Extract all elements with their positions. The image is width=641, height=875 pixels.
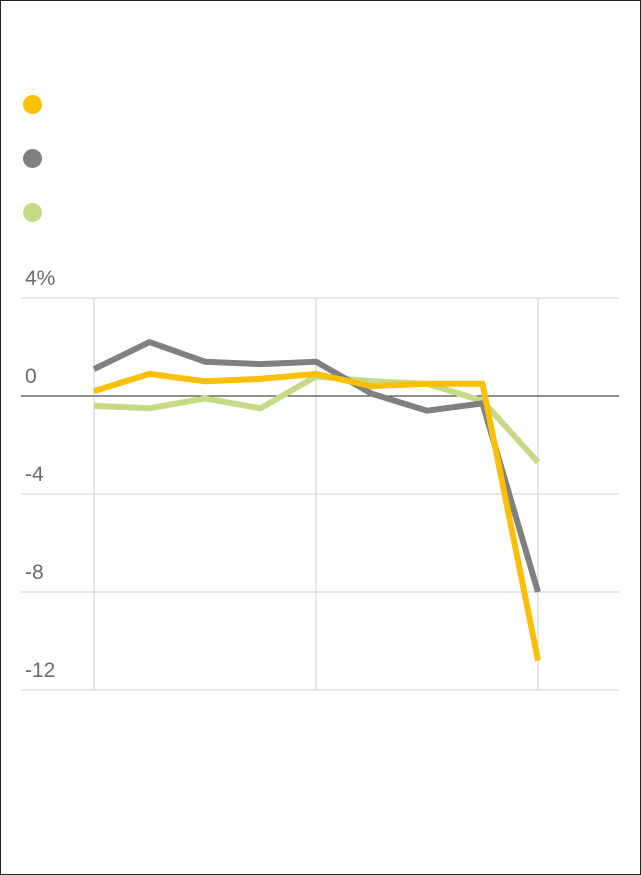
legend-item xyxy=(23,131,54,185)
legend-marker-series-1 xyxy=(23,94,42,114)
legend xyxy=(23,77,54,239)
legend-marker-series-3 xyxy=(23,202,42,222)
y-tick-label: -4 xyxy=(25,463,44,486)
legend-item xyxy=(23,77,54,131)
legend-marker-series-2 xyxy=(23,148,42,168)
y-tick-label: -12 xyxy=(25,659,55,682)
legend-item xyxy=(23,185,54,239)
y-tick-label: -8 xyxy=(25,561,44,584)
series-line-1 xyxy=(93,370,541,662)
y-tick-label: 0 xyxy=(25,365,37,388)
series-lines xyxy=(92,339,541,662)
series-line-2 xyxy=(92,339,541,593)
y-tick-labels: 4% 0 -4 -8 -12 xyxy=(25,267,55,682)
y-tick-label: 4% xyxy=(25,267,55,290)
grid-layer xyxy=(21,297,619,691)
